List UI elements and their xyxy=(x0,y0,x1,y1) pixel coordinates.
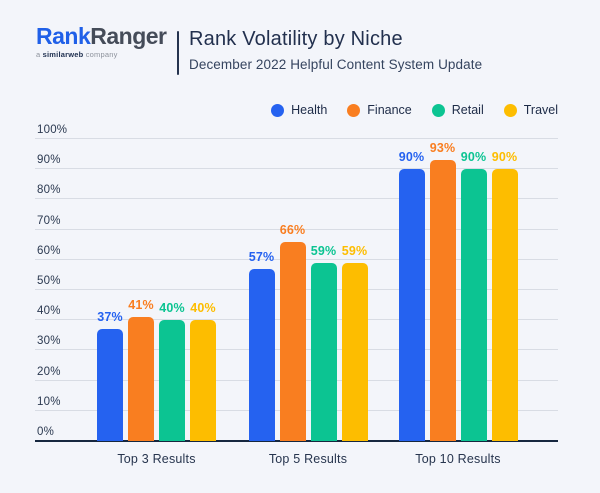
bar-retail-top-10-results: 90% xyxy=(460,150,487,441)
bar-value-label-health-top-5-results: 57% xyxy=(248,249,275,264)
bar-value-label-health-top-10-results: 90% xyxy=(398,150,425,165)
legend-item-finance: Finance xyxy=(347,103,412,117)
y-tick-label-60: 60% xyxy=(37,244,61,257)
bar-value-label-finance-top-3-results: 41% xyxy=(128,298,154,313)
bar-value-label-retail-top-3-results: 40% xyxy=(159,301,185,316)
y-tick-label-70: 70% xyxy=(37,214,61,227)
bar-value-label-health-top-3-results: 37% xyxy=(97,310,123,325)
page-title: Rank Volatility by Niche xyxy=(189,28,403,50)
bar-travel-top-5-results: 59% xyxy=(341,244,368,441)
gridline-70 xyxy=(35,228,558,230)
y-tick-label-90: 90% xyxy=(37,154,61,167)
tagline-prefix: a xyxy=(36,50,43,60)
legend-label-finance: Finance xyxy=(367,103,412,117)
x-axis-line xyxy=(35,440,558,442)
y-tick-label-0: 0% xyxy=(37,426,55,438)
gridline-80 xyxy=(35,198,558,200)
bar-health-top-10-results: 90% xyxy=(398,150,425,441)
legend-label-health: Health xyxy=(291,103,328,117)
legend-item-travel: Travel xyxy=(503,103,558,117)
y-tick-label-100: 100% xyxy=(37,124,68,136)
legend-item-health: Health xyxy=(271,103,327,117)
y-tick-label-30: 30% xyxy=(37,335,61,348)
logo-ranger-text: Ranger xyxy=(90,23,167,49)
bar-travel-top-3-results: 40% xyxy=(190,301,216,441)
bar-group-top-10-results: 90% 93% 90% 90% xyxy=(398,141,518,441)
bar-value-label-travel-top-10-results: 90% xyxy=(491,150,518,165)
logo-tagline: a similarweb company xyxy=(36,50,167,59)
bar-retail-top-5-results: 59% xyxy=(310,244,337,441)
bar-value-label-retail-top-5-results: 59% xyxy=(310,243,337,258)
tagline-suffix: company xyxy=(83,50,118,60)
legend-dot-icon-retail xyxy=(431,103,445,117)
bar-value-label-retail-top-10-results: 90% xyxy=(460,150,487,165)
bar-group-top-3-results: 37% 41% 40% 40% xyxy=(97,298,216,441)
header: RankRanger a similarweb company Rank Vol… xyxy=(0,0,600,95)
tagline-brand: similarweb xyxy=(42,50,84,60)
y-tick-label-80: 80% xyxy=(37,184,61,197)
legend-dot-icon-travel xyxy=(503,103,517,117)
bar-health-top-5-results: 57% xyxy=(248,250,275,441)
gridline-90 xyxy=(35,168,558,170)
header-divider xyxy=(177,31,179,75)
bar-value-label-travel-top-3-results: 40% xyxy=(190,301,216,316)
bar-health-top-3-results: 37% xyxy=(97,310,123,441)
bar-retail-top-3-results: 40% xyxy=(159,301,185,441)
x-axis-label-top-5-results: Top 5 Results xyxy=(268,452,348,466)
bar-value-label-finance-top-10-results: 93% xyxy=(429,141,456,156)
legend-label-retail: Retail xyxy=(451,103,484,117)
bar-finance-top-5-results: 66% xyxy=(279,223,306,441)
y-tick-label-20: 20% xyxy=(37,365,61,378)
gridline-100 xyxy=(35,138,558,139)
bar-value-label-travel-top-5-results: 59% xyxy=(341,243,368,258)
rankranger-logo: RankRanger a similarweb company xyxy=(36,23,167,59)
bar-value-label-finance-top-5-results: 66% xyxy=(279,222,306,237)
page-subtitle: December 2022 Helpful Content System Upd… xyxy=(189,57,483,72)
x-axis-label-top-10-results: Top 10 Results xyxy=(415,452,501,466)
bar-travel-top-10-results: 90% xyxy=(491,150,518,441)
y-tick-label-50: 50% xyxy=(37,275,61,287)
legend-dot-icon-health xyxy=(271,103,285,117)
bar-group-top-5-results: 57% 66% 59% 59% xyxy=(248,223,368,441)
y-tick-label-10: 10% xyxy=(37,395,61,408)
logo-wordmark: RankRanger xyxy=(36,23,167,49)
x-axis-label-top-3-results: Top 3 Results xyxy=(117,452,196,466)
bar-finance-top-3-results: 41% xyxy=(128,298,154,441)
bar-finance-top-10-results: 93% xyxy=(429,141,456,441)
logo-rank-text: Rank xyxy=(36,23,91,49)
legend-item-retail: Retail xyxy=(431,103,484,117)
chart-legend: Health Finance Retail Travel xyxy=(271,103,558,117)
bar-chart-plot-area: 0% 10% 20% 30% 40% 50% 60% 70% 80% 90% 100% 37% 41% 4… xyxy=(35,124,558,442)
y-tick-label-40: 40% xyxy=(37,305,61,318)
legend-label-travel: Travel xyxy=(523,103,558,117)
legend-dot-icon-finance xyxy=(347,103,361,117)
